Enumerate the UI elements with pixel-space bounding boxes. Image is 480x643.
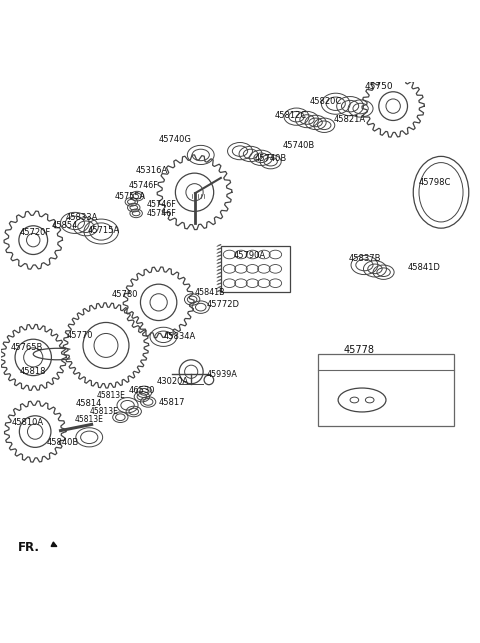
Text: 45740B: 45740B (283, 141, 315, 150)
Text: 45813E: 45813E (89, 407, 118, 416)
Text: 45778: 45778 (343, 345, 374, 355)
Text: 45750: 45750 (364, 82, 393, 91)
Text: 45316A: 45316A (135, 167, 168, 176)
Text: 45746F: 45746F (147, 200, 177, 209)
Text: 43020A: 43020A (157, 377, 189, 386)
Text: FR.: FR. (17, 541, 39, 554)
Text: 45837B: 45837B (348, 254, 381, 263)
Text: 45798C: 45798C (418, 178, 451, 187)
Text: 45834A: 45834A (163, 332, 196, 341)
Text: 45790A: 45790A (233, 251, 265, 260)
Text: 45740G: 45740G (159, 135, 192, 144)
Text: 45810A: 45810A (11, 417, 43, 426)
Text: 45746F: 45746F (147, 209, 177, 218)
Text: 45841B: 45841B (194, 288, 225, 297)
Text: 45780: 45780 (112, 290, 138, 299)
Text: 45772D: 45772D (206, 300, 240, 309)
Text: 45715A: 45715A (87, 226, 120, 235)
Text: 45755A: 45755A (114, 192, 145, 201)
Text: 45821A: 45821A (334, 115, 366, 124)
Text: 45812C: 45812C (274, 111, 306, 120)
Bar (221, 246, 290, 292)
Text: 45765B: 45765B (10, 343, 43, 352)
Text: 45813E: 45813E (75, 415, 104, 424)
Text: 45746F: 45746F (129, 181, 158, 190)
Text: 46530: 46530 (129, 386, 155, 395)
Text: 45817: 45817 (158, 399, 185, 408)
Text: 45841D: 45841D (408, 264, 440, 273)
Text: 45939A: 45939A (206, 370, 238, 379)
Text: 45854: 45854 (52, 221, 79, 230)
FancyArrowPatch shape (51, 542, 56, 547)
Text: 45813E: 45813E (96, 391, 125, 400)
Text: 45820C: 45820C (310, 97, 342, 106)
Bar (318, 354, 454, 426)
Text: 45814: 45814 (76, 399, 102, 408)
Text: 45840B: 45840B (47, 438, 79, 447)
Text: 45833A: 45833A (66, 213, 98, 222)
Text: 45770: 45770 (66, 331, 93, 340)
Text: 45740B: 45740B (254, 154, 287, 163)
Text: 45818: 45818 (20, 367, 47, 376)
Text: 45720F: 45720F (20, 228, 51, 237)
